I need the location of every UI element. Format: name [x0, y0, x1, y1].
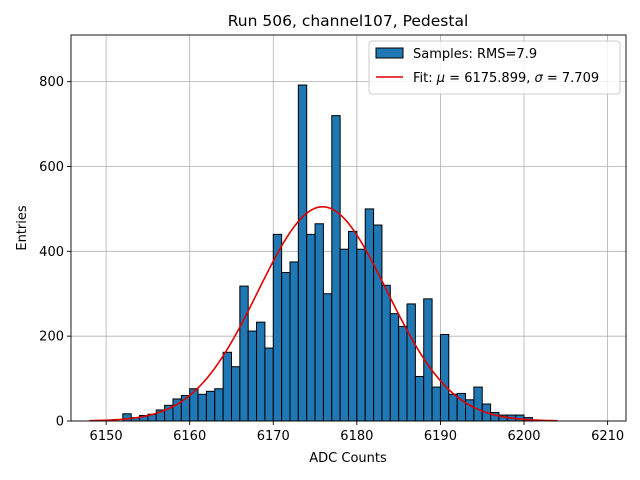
histogram-bar	[348, 230, 358, 422]
histogram-bar	[331, 115, 341, 422]
histogram-bar	[314, 223, 324, 422]
histogram-bar	[473, 386, 483, 422]
y-tick-label: 0	[56, 415, 64, 430]
y-tick-label: 200	[39, 330, 64, 345]
x-tick-label: 6170	[257, 429, 290, 444]
histogram-bar	[205, 390, 216, 422]
histogram-bar	[389, 313, 400, 422]
y-axis-ticks: 0 200 400 600 800	[39, 75, 71, 430]
legend-samples-label: Samples: RMS=7.9	[413, 47, 537, 62]
histogram-bar	[214, 388, 224, 422]
histogram-bar	[239, 285, 249, 422]
x-tick-label: 6200	[507, 429, 540, 444]
histogram-bar	[197, 393, 207, 422]
histogram-bar	[322, 293, 333, 422]
histogram-bar	[339, 248, 350, 422]
histogram-bar	[431, 386, 441, 422]
y-axis-label: Entries	[15, 205, 30, 251]
histogram-bar	[448, 393, 458, 422]
histogram-bar	[398, 325, 408, 422]
legend-fit-label: Fit: μ = 6175.899, σ = 7.709	[413, 71, 599, 86]
histogram-bar	[222, 351, 232, 422]
x-tick-label: 6190	[424, 429, 457, 444]
histogram-bar	[272, 233, 283, 422]
histogram-bar	[406, 303, 416, 422]
histogram-bar	[247, 330, 258, 422]
histogram-bar	[256, 321, 266, 422]
x-tick-label: 6210	[591, 429, 624, 444]
legend-samples-swatch	[375, 47, 404, 59]
plot-frame	[70, 34, 627, 422]
histogram-bar	[364, 208, 375, 422]
histogram-bar	[264, 347, 274, 422]
histogram-bar	[281, 272, 291, 422]
chart-title: Run 506, channel107, Pedestal	[228, 12, 469, 30]
histogram-bar	[306, 233, 316, 422]
y-tick-label: 600	[39, 160, 64, 175]
legend: Samples: RMS=7.9 Fit: μ = 6175.899, σ = …	[368, 40, 621, 95]
x-tick-label: 6150	[90, 429, 123, 444]
x-axis-label: ADC Counts	[309, 451, 387, 466]
histogram-bar	[439, 333, 450, 422]
histogram-bar	[414, 375, 425, 422]
histogram-bar	[373, 224, 383, 422]
legend-box	[368, 40, 621, 95]
histogram-bar	[297, 84, 308, 422]
x-tick-label: 6180	[340, 429, 373, 444]
y-tick-label: 400	[39, 245, 64, 260]
x-tick-label: 6160	[173, 429, 206, 444]
histogram-bar	[356, 248, 366, 422]
y-tick-label: 800	[39, 75, 64, 90]
histogram-bar	[230, 366, 241, 422]
histogram-bar	[381, 284, 391, 422]
gaussian-fit-curve	[89, 206, 558, 422]
histogram-bar	[289, 261, 299, 422]
x-axis-ticks: 6150 6160 6170 6180 6190 6200 6210	[90, 421, 624, 444]
